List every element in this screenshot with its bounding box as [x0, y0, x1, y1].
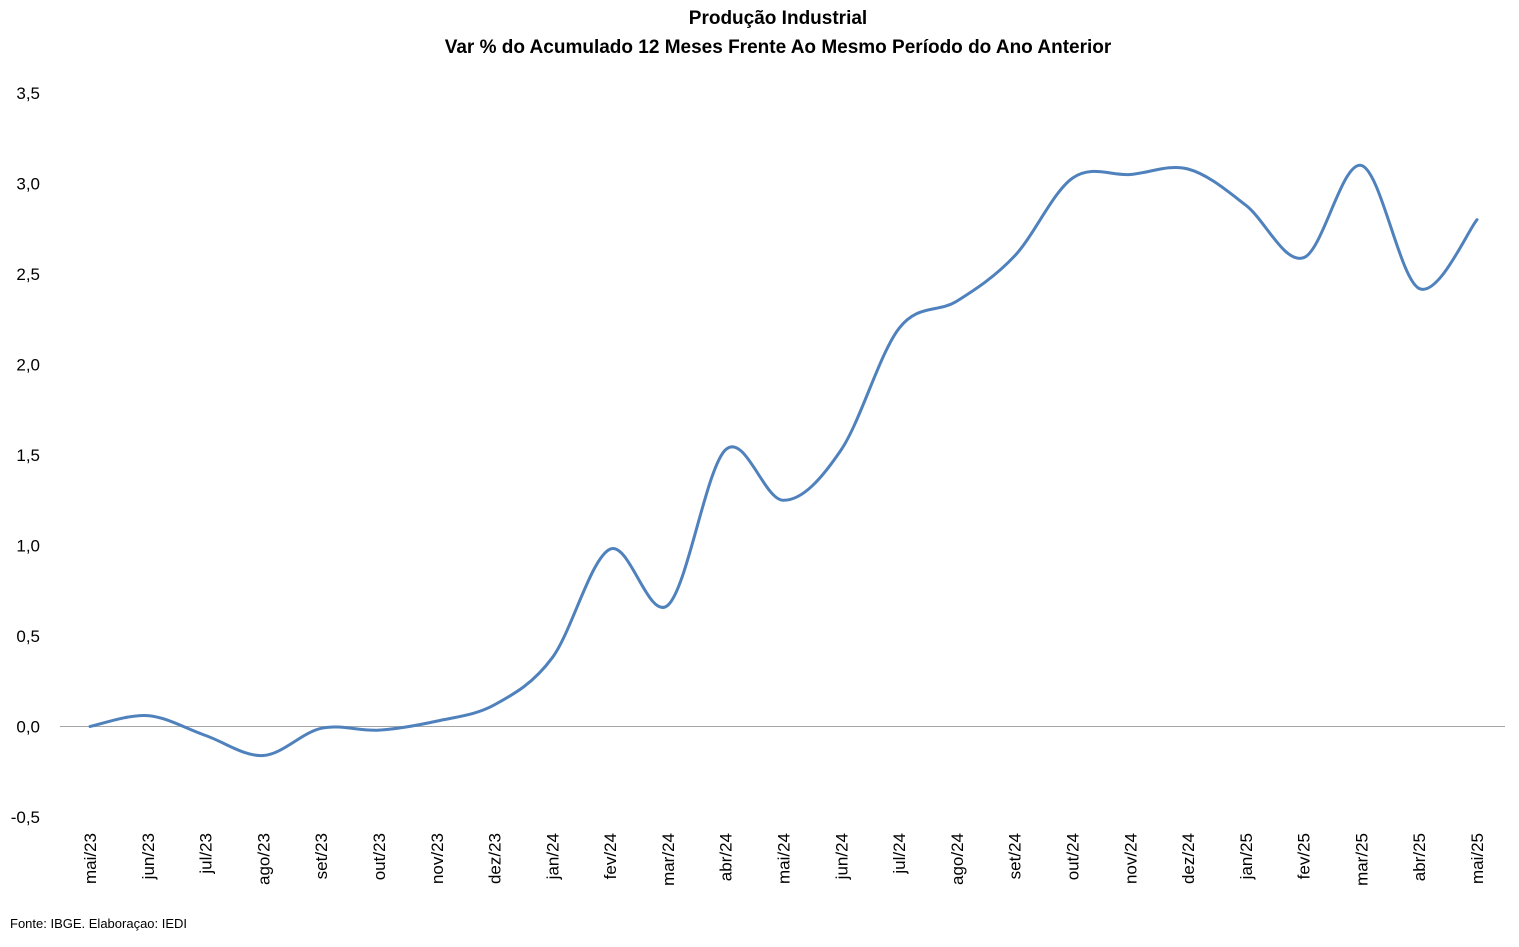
x-tick-label: mai/25 [1468, 833, 1487, 884]
x-tick-label: set/23 [312, 833, 331, 879]
x-tick-label: out/23 [370, 833, 389, 880]
x-tick-label: abr/25 [1410, 833, 1429, 881]
x-tick-label: mar/25 [1352, 833, 1371, 886]
x-tick-label: dez/23 [486, 833, 505, 884]
x-tick-label: ago/23 [254, 833, 273, 885]
x-tick-label: set/24 [1006, 833, 1025, 879]
x-tick-label: fev/25 [1295, 833, 1314, 879]
x-tick-label: mai/24 [775, 833, 794, 884]
chart-subtitle: Var % do Acumulado 12 Meses Frente Ao Me… [445, 37, 1112, 58]
x-tick-label: jul/24 [890, 833, 909, 875]
x-tick-label: fev/24 [601, 833, 620, 879]
x-tick-label: jun/24 [832, 833, 851, 880]
x-tick-label: nov/23 [428, 833, 447, 884]
x-tick-label: dez/24 [1179, 833, 1198, 884]
x-tick-label: nov/24 [1121, 833, 1140, 884]
y-tick-label: 3,0 [16, 175, 40, 194]
series-line [88, 163, 1479, 758]
y-tick-label: -0,5 [11, 808, 40, 827]
x-tick-label: mai/23 [81, 833, 100, 884]
x-tick-label: mar/24 [659, 833, 678, 886]
y-tick-label: 3,5 [16, 84, 40, 103]
x-tick-label: ago/24 [948, 833, 967, 885]
y-tick-label: 2,5 [16, 265, 40, 284]
y-tick-label: 2,0 [16, 356, 40, 375]
x-tick-label: jan/24 [543, 833, 562, 880]
y-tick-label: 0,0 [16, 718, 40, 737]
x-axis-ticks: mai/23 jun/23 jul/23 ago/23 set/23 out/23 nov/… [81, 833, 1487, 886]
x-tick-label: jul/23 [197, 833, 216, 875]
x-tick-label: jun/23 [139, 833, 158, 880]
y-tick-label: 0,5 [16, 627, 40, 646]
y-axis-ticks: 3,5 3,0 2,5 2,0 1,5 1,0 0,5 0,0 -0,5 [11, 84, 40, 827]
y-tick-label: 1,5 [16, 446, 40, 465]
source-note: Fonte: IBGE. Elaboraçao: IEDI [10, 916, 188, 931]
y-tick-label: 1,0 [16, 537, 40, 556]
x-tick-label: jan/25 [1237, 833, 1256, 880]
chart-title: Produção Industrial [689, 8, 867, 29]
x-tick-label: abr/24 [717, 833, 736, 881]
x-tick-label: out/24 [1063, 833, 1082, 880]
